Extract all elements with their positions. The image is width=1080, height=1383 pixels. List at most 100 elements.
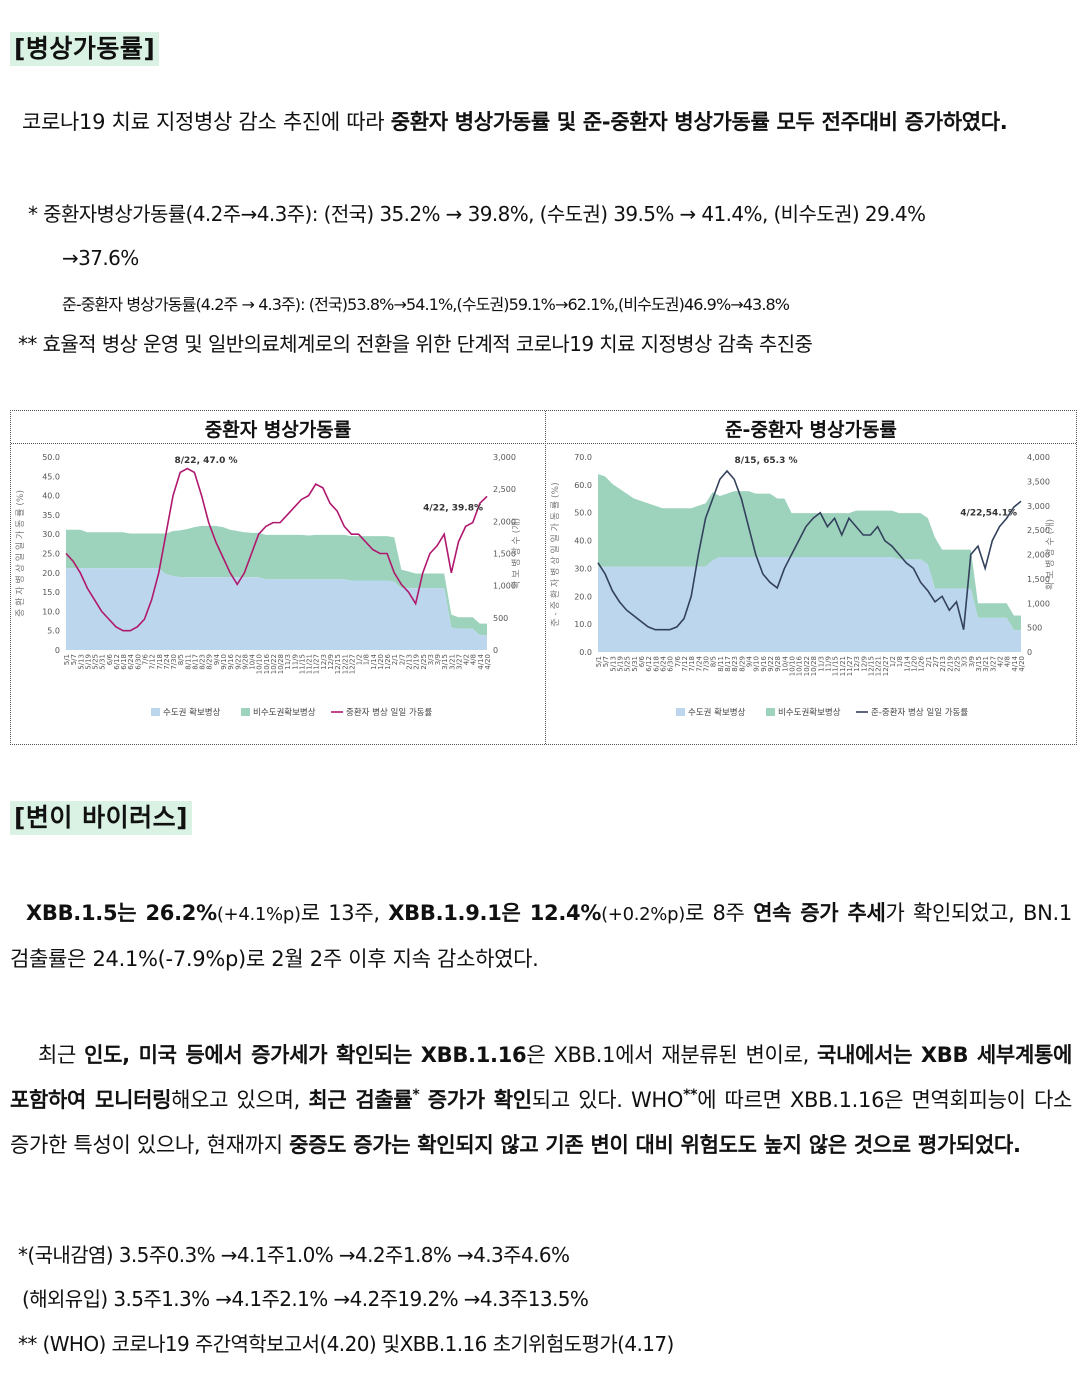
x-tick-label: 9/16 bbox=[227, 653, 235, 669]
x-tick-label: 9/10 bbox=[753, 656, 761, 672]
x-tick-label: 5/7 bbox=[70, 654, 78, 665]
y-tick-label: 10.0 bbox=[42, 607, 60, 616]
x-tick-label: 10/22 bbox=[270, 654, 278, 674]
x-tick-label: 3/27 bbox=[455, 654, 463, 670]
y2-tick-label: 500 bbox=[493, 614, 508, 623]
x-tick-label: 10/16 bbox=[796, 655, 804, 676]
y-tick-label: 10.0 bbox=[574, 620, 592, 629]
x-tick-label: 1/14 bbox=[370, 653, 378, 669]
x-tick-label: 6/12 bbox=[113, 654, 121, 670]
x-tick-label: 2/1 bbox=[925, 656, 933, 667]
y-tick-label: 35.0 bbox=[42, 511, 60, 520]
x-tick-label: 11/15 bbox=[832, 656, 840, 676]
variant-paragraph-2: 최근 인도, 미국 등에서 증가세가 확인되는 XBB.1.16은 XBB.1에… bbox=[10, 1033, 1072, 1168]
y-tick-label: 50.0 bbox=[42, 453, 60, 462]
latest-annotation: 4/22,54.1% bbox=[960, 508, 1017, 518]
x-tick-label: 9/10 bbox=[220, 654, 228, 670]
x-tick-label: 7/30 bbox=[170, 654, 178, 670]
legend-nonseoul-label: 비수도권확보병상 bbox=[778, 707, 841, 718]
y2-tick-label: 1,500 bbox=[1027, 575, 1050, 584]
x-tick-label: 7/18 bbox=[688, 656, 696, 672]
legend-nonseoul-swatch bbox=[241, 708, 250, 716]
y-tick-label: 20.0 bbox=[574, 592, 592, 601]
x-tick-label: 7/30 bbox=[703, 656, 711, 672]
x-tick-label: 6/24 bbox=[127, 653, 135, 669]
footnote-bed-reduction: ** 효율적 병상 운영 및 일반의료체계로의 전환을 위한 단계적 코로나19… bbox=[18, 332, 813, 356]
x-tick-label: 5/1 bbox=[595, 656, 603, 667]
y-tick-label: 70.0 bbox=[574, 453, 592, 462]
x-tick-label: 1/26 bbox=[918, 655, 926, 671]
x-tick-label: 9/16 bbox=[760, 655, 768, 671]
x-tick-label: 5/25 bbox=[624, 656, 632, 672]
x-tick-label: 1/20 bbox=[377, 654, 385, 670]
x-tick-label: 3/9 bbox=[434, 654, 442, 665]
x-tick-label: 5/19 bbox=[84, 654, 92, 670]
x-tick-label: 5/31 bbox=[99, 654, 107, 670]
legend-line-label: 준-중환자 병상 일일 가동률 bbox=[871, 707, 968, 718]
x-tick-label: 11/3 bbox=[817, 656, 825, 672]
x-tick-label: 10/22 bbox=[803, 656, 811, 676]
legend-seoul-swatch bbox=[151, 708, 160, 716]
x-tick-label: 5/7 bbox=[602, 656, 610, 667]
x-tick-label: 12/3 bbox=[853, 656, 861, 672]
y2-tick-label: 4,000 bbox=[1027, 453, 1050, 462]
icu-occupancy-chart: 0 5.0 10.0 15.0 20.0 25.0 30.0 35.0 40.0 45.0 50.0… bbox=[14, 453, 522, 718]
chart-header-divider bbox=[11, 443, 1076, 444]
y2-tick-label: 2,000 bbox=[1027, 551, 1050, 560]
x-tick-label: 7/18 bbox=[156, 654, 164, 670]
paragraph-emphasis: 중환자 병상가동률 및 준-중환자 병상가동률 모두 전주대비 증가하였다. bbox=[390, 110, 1008, 134]
y-tick-label: 5.0 bbox=[47, 627, 60, 636]
x-tick-label: 2/7 bbox=[932, 656, 940, 667]
x-tick-label: 12/21 bbox=[875, 656, 883, 676]
x-tick-label: 10/28 bbox=[277, 654, 285, 674]
x-tick-label: 7/24 bbox=[695, 655, 703, 671]
x-tick-label: 8/17 bbox=[191, 654, 199, 670]
x-tick-label: 3/15 bbox=[975, 656, 983, 672]
x-tick-label: 4/8 bbox=[470, 654, 478, 665]
x-tick-label: 11/9 bbox=[291, 654, 299, 670]
variant-xbb15-rate: 26.2% bbox=[145, 901, 217, 925]
x-tick-label: 12/21 bbox=[341, 654, 349, 674]
x-tick-label: 5/13 bbox=[609, 656, 617, 672]
bed-occupancy-paragraph: 코로나19 치료 지정병상 감소 추진에 따라 중환자 병상가동률 및 준-중환… bbox=[10, 100, 1072, 145]
text-segment: 가 확인되었고, BN.1 검출률은 24.1%(-7.9%p)로 2월 2주 … bbox=[10, 901, 1072, 971]
y-tick-label: 25.0 bbox=[42, 550, 60, 559]
y2-tick-label: 3,000 bbox=[1027, 502, 1050, 511]
x-tick-label: 7/12 bbox=[681, 656, 689, 672]
y-tick-label: 30.0 bbox=[574, 564, 592, 573]
footnote-marker: * bbox=[412, 1087, 420, 1103]
x-tick-label: 8/29 bbox=[738, 656, 746, 672]
x-tick-label: 9/22 bbox=[767, 656, 775, 672]
x-tick-label: 8/11 bbox=[184, 654, 192, 670]
x-tick-label: 11/27 bbox=[313, 654, 321, 674]
x-tick-label: 8/11 bbox=[717, 656, 725, 672]
x-tick-label: 7/24 bbox=[163, 653, 171, 669]
monitoring-emphasis: 국내에서는 XBB 세부계통에 포함하여 모니터링 bbox=[10, 1043, 1073, 1112]
x-tick-label: 10/16 bbox=[263, 653, 271, 674]
legend-seoul-label: 수도권 확보병상 bbox=[688, 707, 746, 718]
x-tick-label: 3/3 bbox=[961, 656, 969, 667]
x-tick-label: 6/6 bbox=[638, 655, 646, 667]
nonseoul-beds-area bbox=[598, 474, 1021, 631]
y2-tick-label: 3,500 bbox=[1027, 477, 1050, 486]
x-tick-label: 9/28 bbox=[774, 656, 782, 672]
x-tick-label: 10/4 bbox=[781, 655, 789, 671]
x-tick-label: 4/8 bbox=[1004, 656, 1012, 667]
x-tick-label: 10/10 bbox=[256, 654, 264, 674]
x-tick-label: 12/9 bbox=[327, 654, 335, 670]
x-tick-label: 11/21 bbox=[306, 654, 314, 674]
x-tick-label: 6/24 bbox=[660, 655, 668, 671]
x-tick-label: 12/27 bbox=[882, 656, 890, 676]
variant-xbb191: XBB.1.9.1은 bbox=[388, 901, 530, 925]
x-tick-label: 5/19 bbox=[617, 656, 625, 672]
y2-tick-label: 500 bbox=[1027, 624, 1042, 633]
y-tick-label: 60.0 bbox=[574, 481, 592, 490]
seoul-beds-area bbox=[598, 556, 1021, 652]
x-tick-label: 3/9 bbox=[968, 656, 976, 667]
x-tick-label: 5/31 bbox=[631, 656, 639, 672]
y-tick-label: 30.0 bbox=[42, 530, 60, 539]
variant-xbb15: XBB.1.5는 bbox=[26, 901, 146, 925]
y-tick-label: 0 bbox=[55, 646, 60, 655]
y-tick-label: 50.0 bbox=[574, 509, 592, 518]
x-tick-label: 1/8 bbox=[896, 656, 904, 667]
